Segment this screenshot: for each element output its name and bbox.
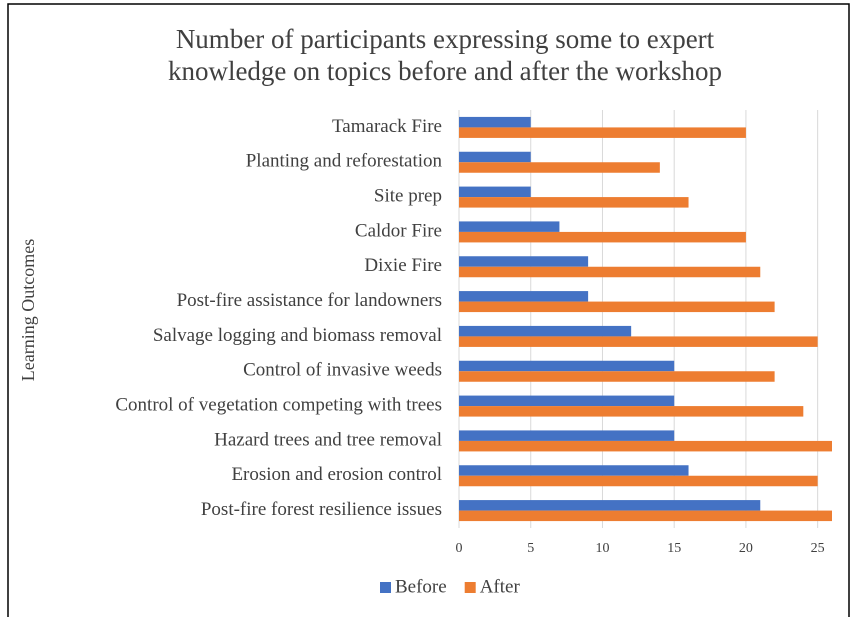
y-tick-label: Caldor Fire [355,220,442,241]
x-tick-label: 25 [811,541,825,556]
bar [459,162,660,173]
y-tick-label: Dixie Fire [364,255,442,276]
y-tick-label: Salvage logging and biomass removal [153,325,442,346]
y-tick-label: Control of invasive weeds [243,360,442,381]
chart-title: knowledge on topics before and after the… [168,56,722,86]
bar [459,465,689,476]
bar [459,336,818,347]
bar [459,510,832,522]
bar [459,151,531,163]
y-tick-label: Hazard trees and tree removal [214,429,442,450]
bar [459,116,531,128]
y-tick-label: Erosion and erosion control [231,464,442,485]
y-tick-label: Site prep [374,185,442,206]
bar [459,325,632,337]
bar [459,266,761,278]
bar [459,197,689,208]
bar [459,256,589,267]
bar [459,301,775,313]
bar [459,360,675,372]
frame [7,3,850,617]
x-tick-label: 15 [667,541,681,556]
bar [459,371,775,382]
y-axis-label: Learning Outcomes [18,239,38,381]
y-tick-label: Tamarack Fire [332,116,442,137]
legend-swatch [380,582,391,593]
legend-label: After [480,576,521,597]
bar [459,186,531,198]
bar [459,500,761,511]
bar [459,127,746,138]
bar [459,440,832,452]
y-tick-label: Planting and reforestation [246,151,443,172]
bar [459,231,746,243]
bar [459,430,675,441]
x-tick-label: 5 [527,541,534,556]
legend-label: Before [395,576,447,597]
bar [459,291,589,302]
bar [459,406,804,417]
x-tick-label: 20 [739,541,753,556]
legend-swatch [464,582,476,593]
y-tick-label: Post-fire forest resilience issues [201,499,442,520]
bar [459,395,675,407]
x-tick-label: 0 [456,541,463,556]
x-tick-label: 10 [595,541,609,556]
y-tick-label: Control of vegetation competing with tre… [115,394,442,415]
chart-title: Number of participants expressing some t… [176,24,715,54]
y-tick-label: Post-fire assistance for landowners [177,290,442,311]
bar [459,475,818,487]
bar [459,221,560,232]
